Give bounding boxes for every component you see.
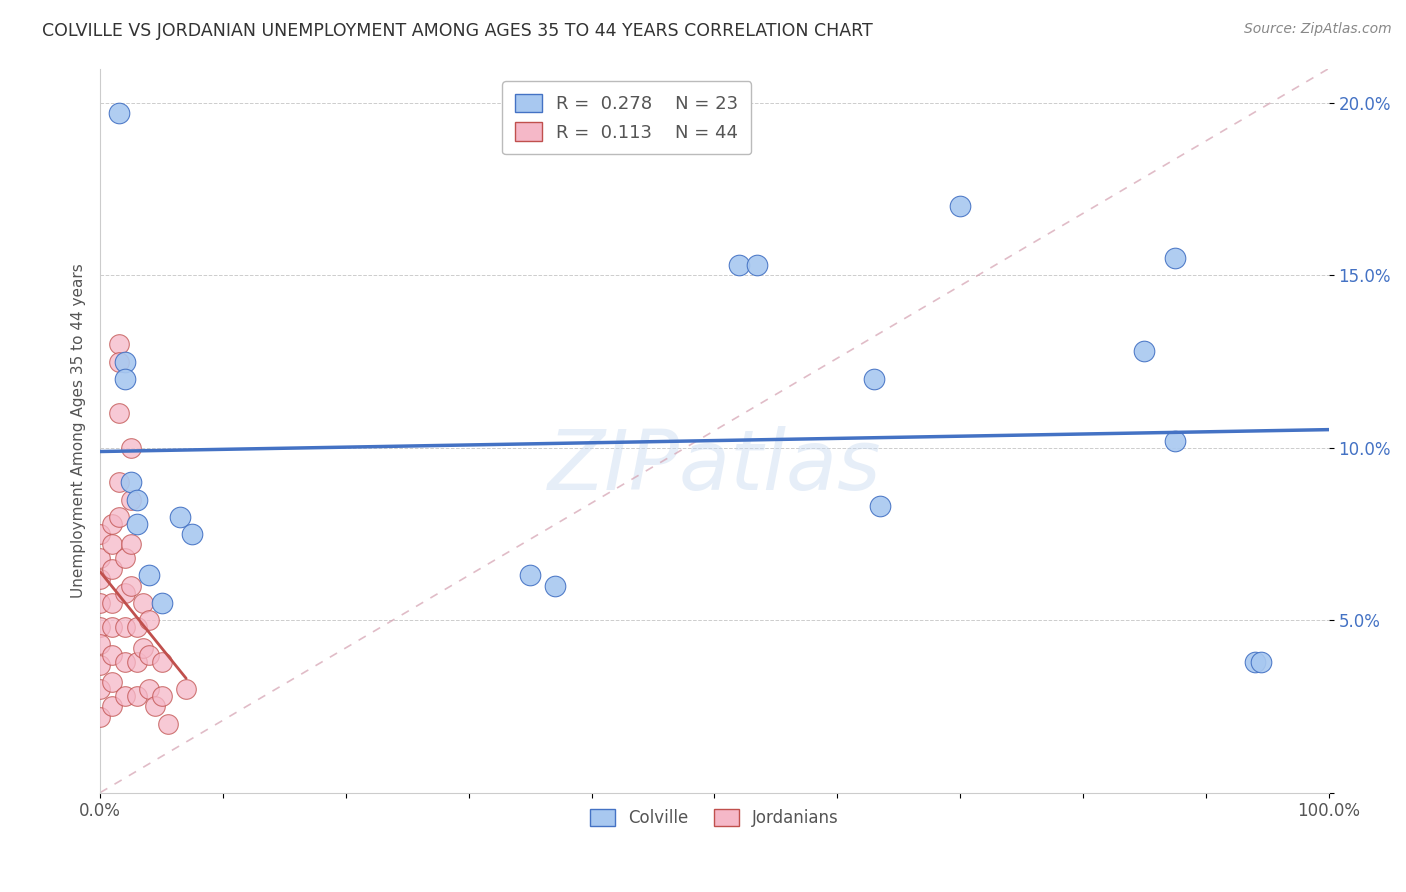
Point xyxy=(101,620,124,634)
Point xyxy=(89,527,111,541)
Text: ZIPatlas: ZIPatlas xyxy=(548,426,882,508)
Point xyxy=(107,475,129,490)
Point xyxy=(114,551,136,566)
Point xyxy=(125,516,148,531)
Point xyxy=(863,372,886,386)
Text: Source: ZipAtlas.com: Source: ZipAtlas.com xyxy=(1244,22,1392,37)
Point xyxy=(138,682,160,697)
Point xyxy=(114,689,136,703)
Point xyxy=(150,689,173,703)
Point xyxy=(869,500,891,514)
Point xyxy=(120,475,142,490)
Point xyxy=(101,596,124,610)
Point xyxy=(150,596,173,610)
Point xyxy=(89,637,111,651)
Point xyxy=(114,655,136,669)
Point xyxy=(120,579,142,593)
Point xyxy=(89,710,111,724)
Point xyxy=(107,337,129,351)
Point xyxy=(120,441,142,455)
Point xyxy=(120,492,142,507)
Point xyxy=(138,568,160,582)
Point xyxy=(107,354,129,368)
Point xyxy=(1250,655,1272,669)
Point xyxy=(156,716,179,731)
Point xyxy=(107,509,129,524)
Point xyxy=(181,527,204,541)
Point xyxy=(1164,434,1187,448)
Point xyxy=(174,682,197,697)
Point xyxy=(101,516,124,531)
Point xyxy=(89,620,111,634)
Point xyxy=(120,537,142,551)
Point xyxy=(101,699,124,714)
Point xyxy=(145,699,167,714)
Point xyxy=(101,561,124,575)
Point xyxy=(132,596,155,610)
Point xyxy=(138,613,160,627)
Point xyxy=(107,106,129,120)
Point xyxy=(101,648,124,662)
Point xyxy=(949,199,972,213)
Point xyxy=(114,354,136,368)
Point xyxy=(89,551,111,566)
Point xyxy=(114,585,136,599)
Point xyxy=(107,406,129,420)
Point xyxy=(114,620,136,634)
Point xyxy=(125,655,148,669)
Y-axis label: Unemployment Among Ages 35 to 44 years: Unemployment Among Ages 35 to 44 years xyxy=(72,263,86,598)
Point xyxy=(89,572,111,586)
Point xyxy=(132,640,155,655)
Text: COLVILLE VS JORDANIAN UNEMPLOYMENT AMONG AGES 35 TO 44 YEARS CORRELATION CHART: COLVILLE VS JORDANIAN UNEMPLOYMENT AMONG… xyxy=(42,22,873,40)
Point xyxy=(1133,344,1156,359)
Point xyxy=(1164,251,1187,265)
Point xyxy=(747,258,769,272)
Point xyxy=(138,648,160,662)
Point xyxy=(89,658,111,673)
Point xyxy=(125,492,148,507)
Point xyxy=(89,682,111,697)
Point xyxy=(125,620,148,634)
Point xyxy=(150,655,173,669)
Point xyxy=(544,579,567,593)
Point xyxy=(519,568,541,582)
Point xyxy=(89,596,111,610)
Point xyxy=(728,258,751,272)
Point xyxy=(114,372,136,386)
Point xyxy=(1244,655,1267,669)
Point xyxy=(169,509,191,524)
Point xyxy=(101,537,124,551)
Legend: Colville, Jordanians: Colville, Jordanians xyxy=(582,800,848,835)
Point xyxy=(101,675,124,690)
Point xyxy=(125,689,148,703)
